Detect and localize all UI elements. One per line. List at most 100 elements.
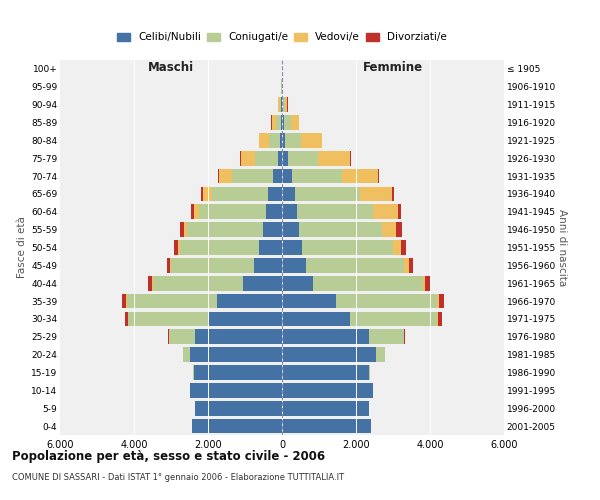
Bar [280,133,282,148]
Bar [282,80,283,94]
Bar [282,401,369,415]
Bar [217,294,282,308]
Bar [194,204,282,219]
Bar [243,276,282,290]
Bar [152,276,282,290]
Bar [152,276,282,290]
Bar [190,383,282,398]
Bar [281,115,282,130]
Bar [282,294,437,308]
Bar [281,80,282,94]
Bar [282,401,369,415]
Bar [271,115,282,130]
Bar [282,258,413,272]
Bar [282,348,376,362]
Text: COMUNE DI SASSARI - Dati ISTAT 1° gennaio 2006 - Elaborazione TUTTITALIA.IT: COMUNE DI SASSARI - Dati ISTAT 1° gennai… [12,472,344,482]
Bar [259,133,282,148]
Bar [254,151,282,166]
Bar [282,240,401,255]
Bar [281,80,282,94]
Bar [195,401,282,415]
Bar [282,348,385,362]
Bar [190,383,282,398]
Bar [282,348,385,362]
Y-axis label: Anni di nascita: Anni di nascita [557,209,567,286]
Bar [282,204,401,219]
Bar [282,186,392,202]
Y-axis label: Fasce di età: Fasce di età [17,216,27,278]
Bar [193,365,282,380]
Bar [282,240,302,255]
Bar [282,258,404,272]
Bar [282,115,290,130]
Bar [190,383,282,398]
Bar [282,294,335,308]
Bar [282,222,397,237]
Text: Femmine: Femmine [363,61,423,74]
Bar [282,133,301,148]
Bar [282,98,287,112]
Bar [272,115,282,130]
Bar [276,115,282,130]
Bar [282,330,404,344]
Bar [282,330,406,344]
Bar [282,115,299,130]
Bar [183,348,282,362]
Bar [273,169,282,184]
Bar [263,222,282,237]
Bar [282,169,379,184]
Bar [282,133,322,148]
Bar [125,312,282,326]
Bar [259,240,282,255]
Bar [187,222,282,237]
Bar [127,294,282,308]
Bar [268,186,282,202]
Bar [282,98,283,112]
Bar [282,115,299,130]
Bar [282,258,409,272]
Bar [282,276,425,290]
Bar [127,294,282,308]
Text: Maschi: Maschi [148,61,194,74]
Bar [193,419,282,434]
Bar [203,186,282,202]
Bar [167,258,282,272]
Bar [280,98,282,112]
Bar [282,312,350,326]
Bar [282,312,439,326]
Bar [266,204,282,219]
Bar [282,294,439,308]
Bar [282,151,350,166]
Bar [282,98,287,112]
Bar [193,365,282,380]
Bar [282,115,284,130]
Bar [282,330,369,344]
Bar [282,169,378,184]
Bar [282,186,394,202]
Bar [169,330,282,344]
Bar [212,186,282,202]
Bar [282,419,371,434]
Bar [282,276,313,290]
Bar [282,151,351,166]
Bar [282,419,371,434]
Bar [282,419,371,434]
Bar [282,169,292,184]
Bar [282,365,369,380]
Bar [282,401,369,415]
Bar [281,80,282,94]
Bar [208,312,282,326]
Bar [282,312,442,326]
Bar [282,80,283,94]
Bar [282,401,369,415]
Bar [218,169,282,184]
Bar [282,222,382,237]
Bar [282,204,297,219]
Bar [199,204,282,219]
Text: Popolazione per età, sesso e stato civile - 2006: Popolazione per età, sesso e stato civil… [12,450,325,463]
Bar [180,222,282,237]
Bar [169,330,282,344]
Bar [282,365,370,380]
Bar [232,169,282,184]
Bar [195,330,282,344]
